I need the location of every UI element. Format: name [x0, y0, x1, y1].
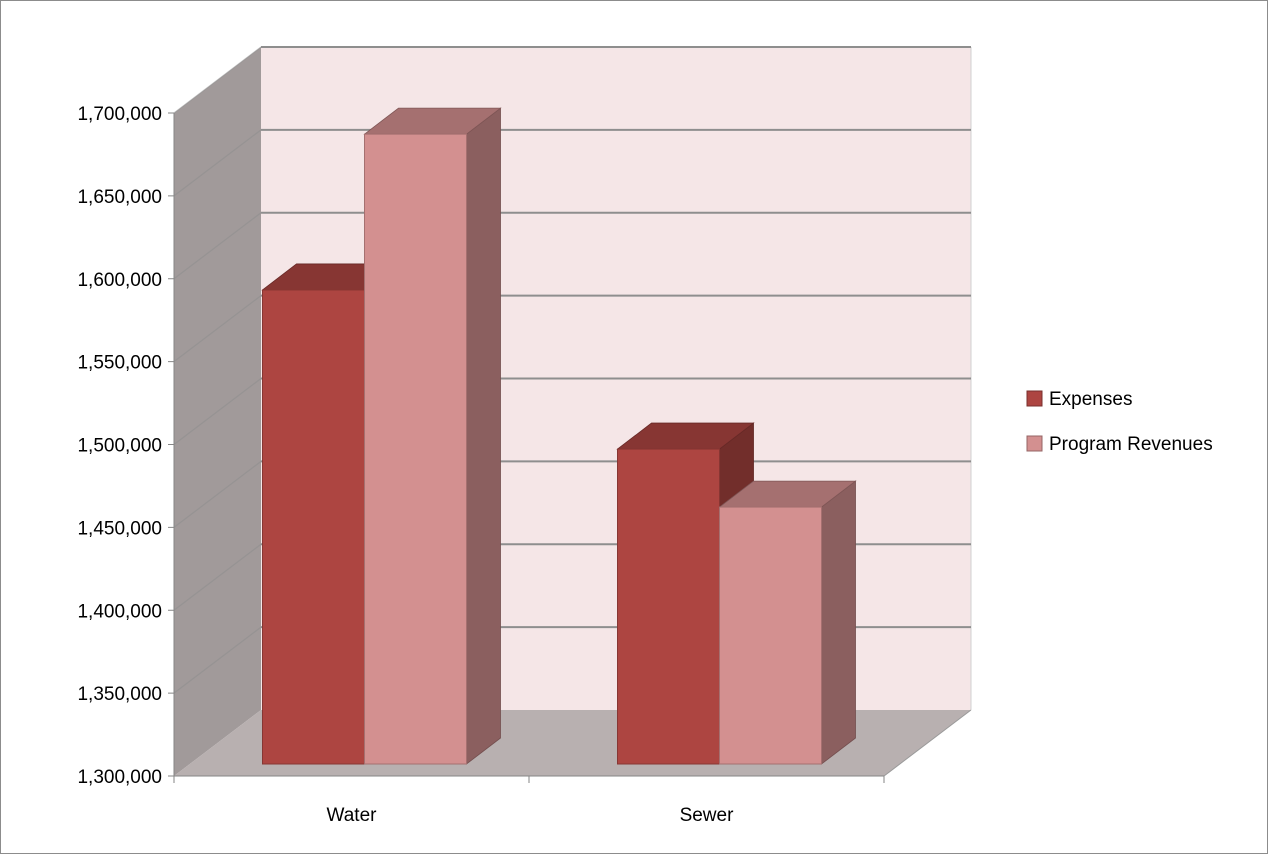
bar-front-face [364, 133, 467, 765]
bar-water-program-revenues [363, 107, 502, 765]
y-tick-label: 1,500,000 [77, 436, 162, 457]
side-gridline [173, 46, 262, 114]
legend-item: Program Revenues [1026, 434, 1213, 455]
axes [168, 112, 885, 783]
legend-swatch [1026, 390, 1043, 407]
side-gridline [173, 460, 262, 528]
x-axis-tick-labels: Water Sewer [327, 805, 735, 826]
x-tick-label: Sewer [680, 805, 735, 826]
y-tick-label: 1,400,000 [77, 601, 162, 622]
x-tick-label: Water [327, 805, 378, 826]
bar-sewer-program-revenues [718, 480, 857, 765]
bars [261, 107, 857, 765]
y-tick-label: 1,650,000 [77, 187, 162, 208]
legend-item: Expenses [1026, 389, 1132, 410]
y-tick-label: 1,550,000 [77, 353, 162, 374]
legend-label: Expenses [1049, 389, 1132, 410]
bar-front-face [719, 506, 822, 765]
bar-side-face [821, 480, 856, 765]
bar-front-face [262, 289, 365, 765]
legend-label: Program Revenues [1049, 434, 1213, 455]
side-gridline [173, 543, 262, 611]
side-gridline [173, 212, 262, 280]
side-gridline [173, 129, 262, 197]
y-axis-tick-labels: 1,300,000 1,350,000 1,400,000 1,450,000 1,50… [77, 104, 162, 788]
bar-side-face [466, 107, 501, 765]
bar-front-face [617, 448, 720, 765]
legend: Expenses Program Revenues [1026, 389, 1213, 455]
side-gridline [173, 626, 262, 694]
y-tick-label: 1,700,000 [77, 104, 162, 125]
side-gridline [173, 295, 262, 363]
y-tick-label: 1,600,000 [77, 270, 162, 291]
y-tick-label: 1,300,000 [77, 767, 162, 788]
floor-right-edge [883, 709, 972, 777]
side-gridline [173, 378, 262, 445]
y-tick-label: 1,450,000 [77, 518, 162, 539]
y-tick-label: 1,350,000 [77, 684, 162, 705]
legend-swatch [1026, 435, 1043, 452]
